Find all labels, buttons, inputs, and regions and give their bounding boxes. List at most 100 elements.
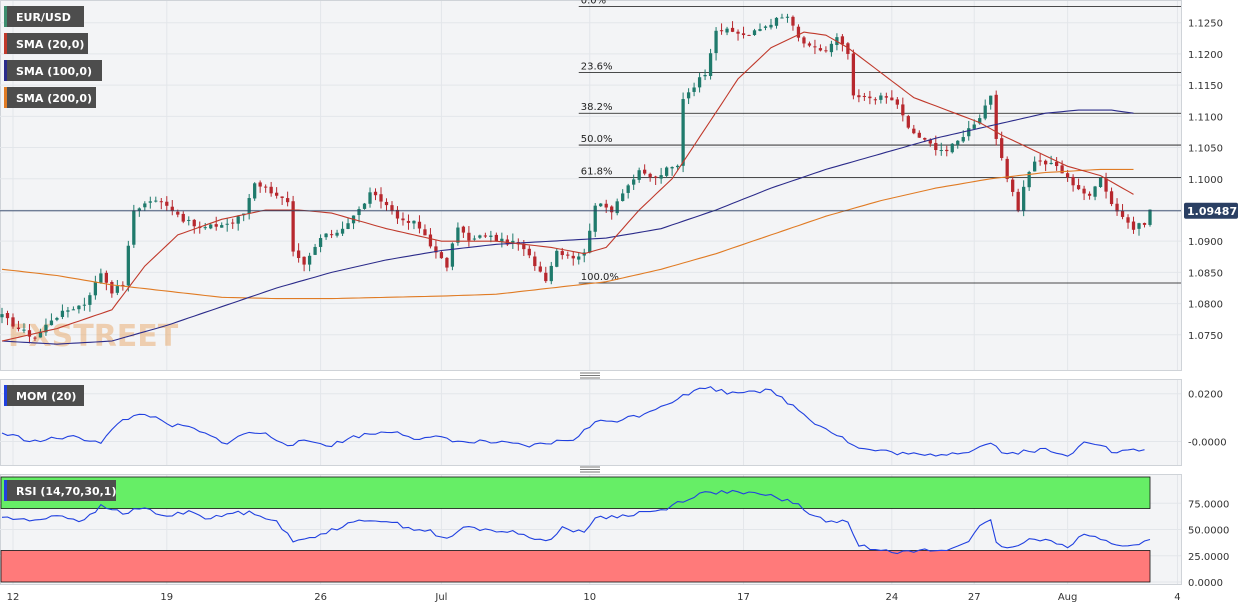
candle-body (456, 227, 460, 243)
candle-body (220, 225, 224, 228)
candle (956, 140, 960, 149)
candle-body (648, 173, 652, 178)
candle (511, 233, 515, 249)
legend-sma20-swatch (4, 33, 7, 54)
candle-body (549, 265, 553, 282)
candle (1093, 185, 1097, 201)
candle (824, 46, 828, 53)
candle (38, 328, 43, 338)
candle (780, 13, 784, 19)
legend-sma100[interactable]: SMA (100,0) (4, 60, 102, 81)
candle-body (884, 96, 888, 98)
pane-resize-handle-2[interactable] (580, 466, 600, 473)
candle-body (1054, 161, 1059, 167)
candle (187, 216, 191, 226)
price-pane (0, 0, 1182, 371)
candle-body (857, 95, 861, 98)
pane-resize-handle-1[interactable] (580, 372, 600, 379)
candle-body (785, 16, 790, 18)
legend-sma20[interactable]: SMA (20,0) (4, 33, 88, 54)
candle (280, 196, 284, 206)
candle-body (511, 240, 515, 244)
candle-body (527, 248, 531, 256)
candle (1104, 172, 1108, 199)
candle (27, 324, 32, 344)
candle-body (659, 175, 663, 179)
candle (483, 232, 488, 239)
candle-body (296, 250, 301, 259)
x-tick-label: Aug (1058, 592, 1078, 603)
candle (49, 313, 54, 326)
candle-body (1038, 160, 1042, 162)
candle (736, 29, 740, 41)
candle-body (610, 206, 614, 213)
candle-body (236, 216, 240, 224)
candle-body (626, 185, 630, 193)
price-tick-label: 1.1200 (1188, 50, 1223, 61)
legend-pair[interactable]: EUR/USD (4, 6, 84, 27)
candle-body (280, 196, 284, 198)
rsi-overbought-zone (0, 476, 1151, 509)
candle-body (1082, 188, 1086, 194)
candle-body (681, 99, 685, 166)
price-tick-label: 1.0850 (1188, 268, 1223, 279)
candle (1022, 180, 1026, 217)
candle (236, 215, 240, 231)
candle-body (846, 43, 850, 54)
candle (390, 201, 394, 215)
candle-body (675, 165, 680, 168)
candle-body (22, 329, 26, 331)
candle (725, 26, 729, 36)
candle-body (275, 192, 279, 196)
candle (791, 15, 795, 31)
candle-body (632, 179, 636, 185)
candle-body (489, 235, 493, 237)
candle-body (1033, 161, 1037, 172)
candle-body (752, 30, 757, 36)
candle (939, 142, 943, 156)
legend-rsi-swatch (4, 480, 7, 501)
legend-rsi[interactable]: RSI (14,70,30,1) (4, 480, 116, 501)
candle-body (637, 170, 641, 180)
legend-sma200[interactable]: SMA (200,0) (4, 87, 96, 108)
candle-body (247, 198, 251, 214)
rsi-tick-label: 0.0000 (1188, 578, 1223, 589)
candle (1011, 176, 1015, 197)
sma20-line (1, 31, 1134, 342)
candle-body (725, 28, 729, 33)
candle (478, 234, 482, 239)
candle (275, 187, 279, 199)
candle (285, 191, 290, 207)
candle (154, 196, 158, 203)
candle-body (132, 210, 136, 245)
candle (406, 214, 411, 230)
candle-body (483, 235, 488, 237)
rsi-tick-label: 50.0000 (1188, 526, 1229, 537)
candle-body (115, 286, 119, 293)
candle (829, 40, 834, 57)
candle (747, 34, 751, 36)
candle (165, 196, 169, 211)
candle (33, 336, 37, 341)
candle (494, 232, 498, 242)
x-tick-label: 4 (1174, 592, 1180, 603)
candle (912, 124, 916, 135)
price-tick-label: 1.1050 (1188, 144, 1223, 155)
candle-body (1060, 165, 1064, 174)
candle (714, 27, 718, 61)
candle-body (829, 43, 834, 53)
candle (181, 211, 185, 224)
candle-body (1043, 160, 1048, 165)
candle-body (796, 26, 801, 38)
rsi-tick-label: 75.0000 (1188, 499, 1229, 510)
legend-mom[interactable]: MOM (20) (4, 385, 84, 406)
candle (1005, 156, 1009, 183)
legend-sma20-label: SMA (20,0) (16, 38, 84, 51)
candle-body (686, 92, 691, 99)
candle-body (423, 229, 427, 236)
candle-body (373, 191, 378, 196)
candle-body (170, 206, 174, 211)
candle (110, 280, 114, 298)
candle-body (928, 139, 932, 144)
candle (1115, 198, 1119, 216)
